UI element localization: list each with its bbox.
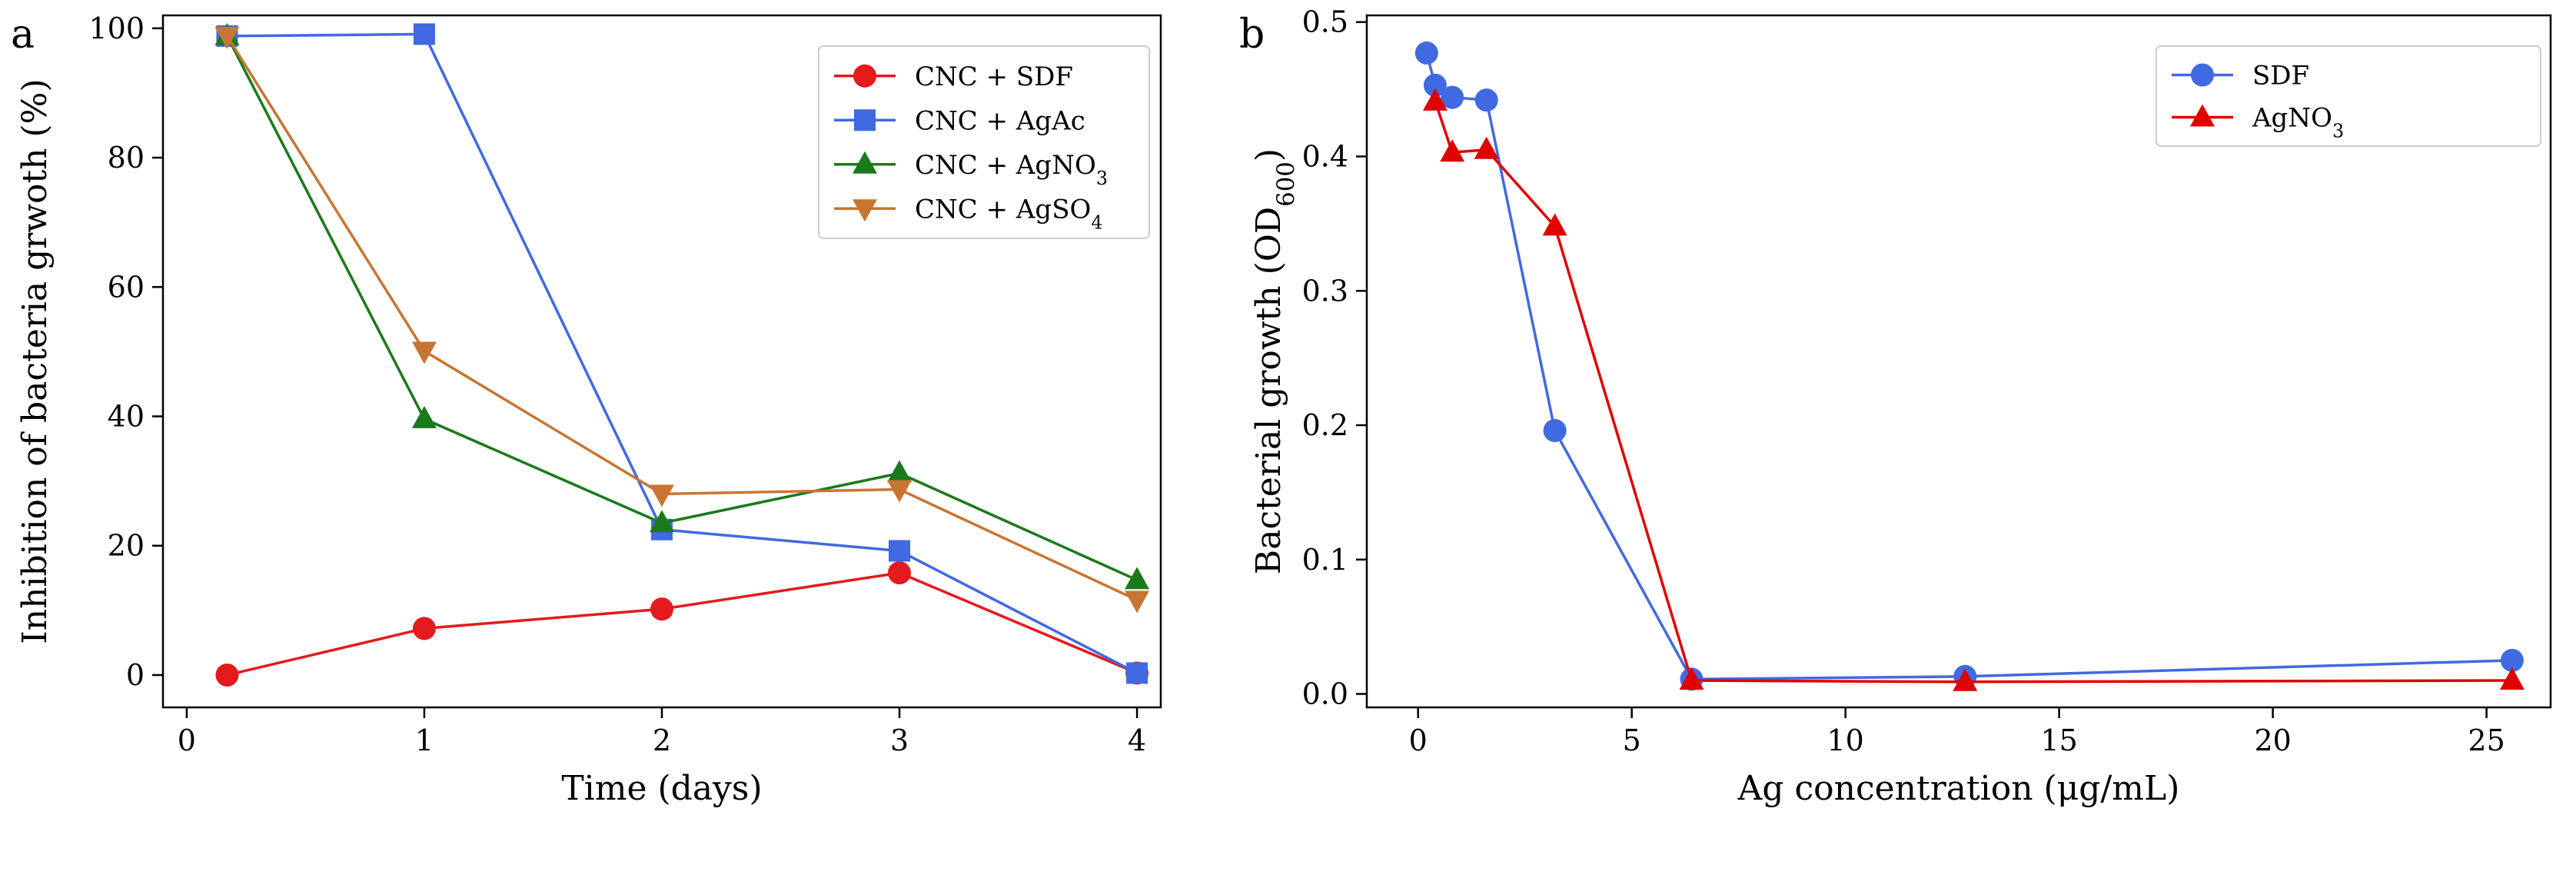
data-point-s0-1 xyxy=(1423,73,1447,97)
legend-box xyxy=(2156,45,2541,147)
data-point-s1-1 xyxy=(413,23,435,45)
x-tick-label: 4 xyxy=(1128,724,1146,757)
x-tick-label: 0 xyxy=(178,724,196,757)
legend-label-1: AgNO3 xyxy=(2252,103,2344,142)
x-axis-label: Ag concentration (μg/mL) xyxy=(1737,769,2180,808)
legend-marker-1 xyxy=(854,109,876,131)
legend-label-1-part-0: CNC + AgAc xyxy=(915,105,1085,136)
y-axis-label-part-2: ) xyxy=(1249,148,1288,161)
x-tick-label: 2 xyxy=(653,724,671,757)
y-tick-label: 0.5 xyxy=(1302,5,1348,39)
x-tick-label: 3 xyxy=(890,724,909,757)
data-point-s3-1 xyxy=(411,341,437,364)
data-point-s3-2 xyxy=(650,484,674,507)
y-tick-label: 60 xyxy=(108,270,145,304)
data-point-s1-5 xyxy=(1953,668,1978,691)
legend-marker-1 xyxy=(2190,104,2215,127)
data-point-s1-0 xyxy=(1422,88,1448,111)
data-point-s0-0 xyxy=(215,663,239,687)
data-point-s0-7 xyxy=(2500,648,2524,672)
data-point-s3-4 xyxy=(1125,591,1150,614)
legend-label-1: CNC + AgAc xyxy=(915,105,1085,136)
data-point-s1-4 xyxy=(1679,667,1704,690)
plot-frame xyxy=(1365,14,2552,709)
x-axis-label: Time (days) xyxy=(561,769,762,808)
legend-label-0: SDF xyxy=(2252,61,2309,91)
y-tick-label: 0.2 xyxy=(1302,408,1348,442)
y-tick-label: 0.1 xyxy=(1302,543,1348,577)
data-point-s1-3 xyxy=(889,540,911,562)
legend-label-2-part-0: CNC + AgNO xyxy=(915,150,1096,181)
y-tick-label: 0.4 xyxy=(1302,139,1348,173)
panel-label: a xyxy=(11,12,35,58)
legend-box xyxy=(818,45,1150,239)
series-line-1 xyxy=(1434,101,2512,684)
data-point-s0-2 xyxy=(650,597,673,621)
legend-label-3: CNC + AgSO4 xyxy=(915,194,1103,233)
x-tick-label: 20 xyxy=(2254,724,2291,757)
legend-label-1-part-0: AgNO xyxy=(2252,103,2332,134)
y-axis-label: Bacterial growth (OD600) xyxy=(1249,148,1300,574)
data-point-s0-1 xyxy=(412,617,436,640)
legend-label-0-part-0: SDF xyxy=(2252,61,2309,91)
y-axis-label: Inhibition of bacteria grwoth (%) xyxy=(15,78,55,644)
data-point-s3-3 xyxy=(887,480,912,503)
x-tick-label: 1 xyxy=(415,724,434,757)
series-line-0 xyxy=(227,571,1138,677)
y-tick-label: 0 xyxy=(126,658,145,692)
data-point-s1-1 xyxy=(1440,139,1465,162)
legend-marker-0 xyxy=(853,64,876,88)
x-tick-label: 10 xyxy=(1826,724,1863,757)
x-tick-label: 5 xyxy=(1623,724,1641,757)
legend-label-3-part-0: CNC + AgSO xyxy=(915,194,1091,225)
data-point-s0-3 xyxy=(1474,88,1498,112)
legend-label-2-part-1: 3 xyxy=(1096,168,1108,189)
data-point-s1-4 xyxy=(1126,662,1148,684)
data-point-s1-3 xyxy=(1542,213,1567,236)
x-tick-label: 15 xyxy=(2040,724,2077,757)
legend-label-0: CNC + SDF xyxy=(915,62,1073,92)
y-tick-label: 20 xyxy=(108,529,145,563)
data-point-s0-3 xyxy=(888,561,912,585)
y-axis-label-part-1: 600 xyxy=(1272,161,1300,207)
data-point-s3-0 xyxy=(214,26,240,49)
series-line-0 xyxy=(1425,52,2513,681)
y-tick-label: 100 xyxy=(88,12,145,45)
data-point-s0-0 xyxy=(1414,41,1438,65)
legend-marker-3 xyxy=(853,199,877,222)
data-point-s2-4 xyxy=(1125,567,1150,590)
legend-label-2: CNC + AgNO3 xyxy=(915,150,1108,189)
data-point-s2-2 xyxy=(650,510,674,533)
legend-label-1-part-1: 3 xyxy=(2332,121,2344,142)
x-tick-label: 25 xyxy=(2468,724,2505,757)
chart-panel-b: b 0 5 10 15 20 25 0.0 0.1 0.2 0.3 0.4 0.5 Ag concentr… xyxy=(1239,5,2552,808)
legend: SDF AgNO3 xyxy=(2156,45,2541,147)
data-point-s2-1 xyxy=(411,405,437,428)
panel-label: b xyxy=(1239,12,1265,58)
data-point-s0-4 xyxy=(1543,419,1567,442)
x-tick-label: 0 xyxy=(1409,724,1428,757)
legend-label-3-part-1: 4 xyxy=(1091,211,1102,233)
legend-marker-0 xyxy=(2191,63,2214,87)
y-tick-label: 40 xyxy=(108,399,145,433)
legend-label-0-part-0: CNC + SDF xyxy=(915,62,1073,92)
data-point-s1-2 xyxy=(1474,136,1499,159)
y-tick-label: 0.3 xyxy=(1302,274,1348,308)
y-tick-label: 80 xyxy=(108,141,145,175)
data-point-s1-6 xyxy=(2499,667,2524,690)
legend-marker-2 xyxy=(853,151,877,174)
data-point-s0-2 xyxy=(1441,85,1464,109)
y-axis-label-part-0: Bacterial growth (OD xyxy=(1249,207,1288,574)
y-tick-label: 0.0 xyxy=(1302,677,1348,711)
data-point-s2-3 xyxy=(887,460,912,483)
